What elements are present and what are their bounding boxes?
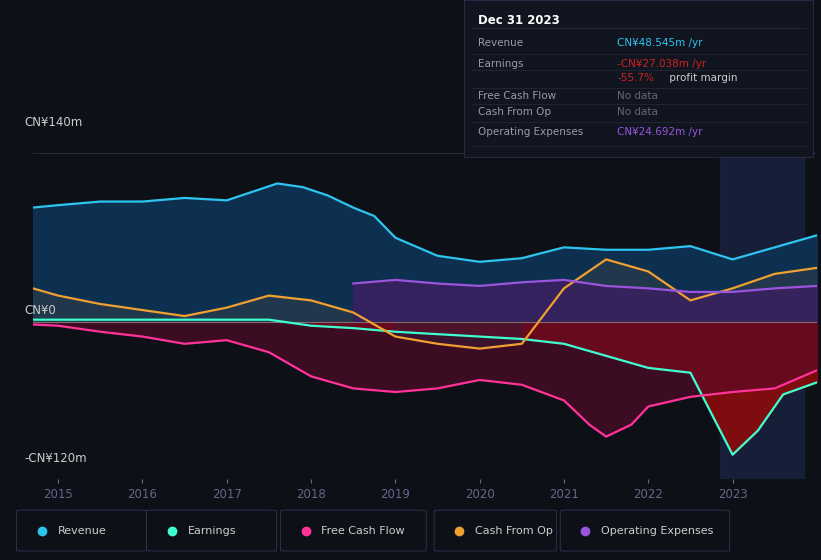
Text: Revenue: Revenue xyxy=(478,38,523,48)
Text: CN¥24.692m /yr: CN¥24.692m /yr xyxy=(617,128,703,138)
Text: profit margin: profit margin xyxy=(667,73,738,83)
Bar xyxy=(720,123,805,479)
Text: Dec 31 2023: Dec 31 2023 xyxy=(478,14,560,27)
Text: Free Cash Flow: Free Cash Flow xyxy=(478,91,556,101)
Text: Free Cash Flow: Free Cash Flow xyxy=(322,526,405,535)
Text: Revenue: Revenue xyxy=(57,526,106,535)
Text: Earnings: Earnings xyxy=(478,58,523,68)
Text: CN¥0: CN¥0 xyxy=(25,304,57,316)
Text: Earnings: Earnings xyxy=(187,526,236,535)
Text: Cash From Op: Cash From Op xyxy=(478,107,551,117)
Text: -55.7%: -55.7% xyxy=(617,73,654,83)
Text: No data: No data xyxy=(617,107,658,117)
Text: Operating Expenses: Operating Expenses xyxy=(601,526,713,535)
Text: -CN¥120m: -CN¥120m xyxy=(25,452,87,465)
Text: No data: No data xyxy=(617,91,658,101)
Text: CN¥140m: CN¥140m xyxy=(25,116,83,129)
Text: -CN¥27.038m /yr: -CN¥27.038m /yr xyxy=(617,58,707,68)
Text: Operating Expenses: Operating Expenses xyxy=(478,128,583,138)
Text: Cash From Op: Cash From Op xyxy=(475,526,553,535)
Text: CN¥48.545m /yr: CN¥48.545m /yr xyxy=(617,38,703,48)
